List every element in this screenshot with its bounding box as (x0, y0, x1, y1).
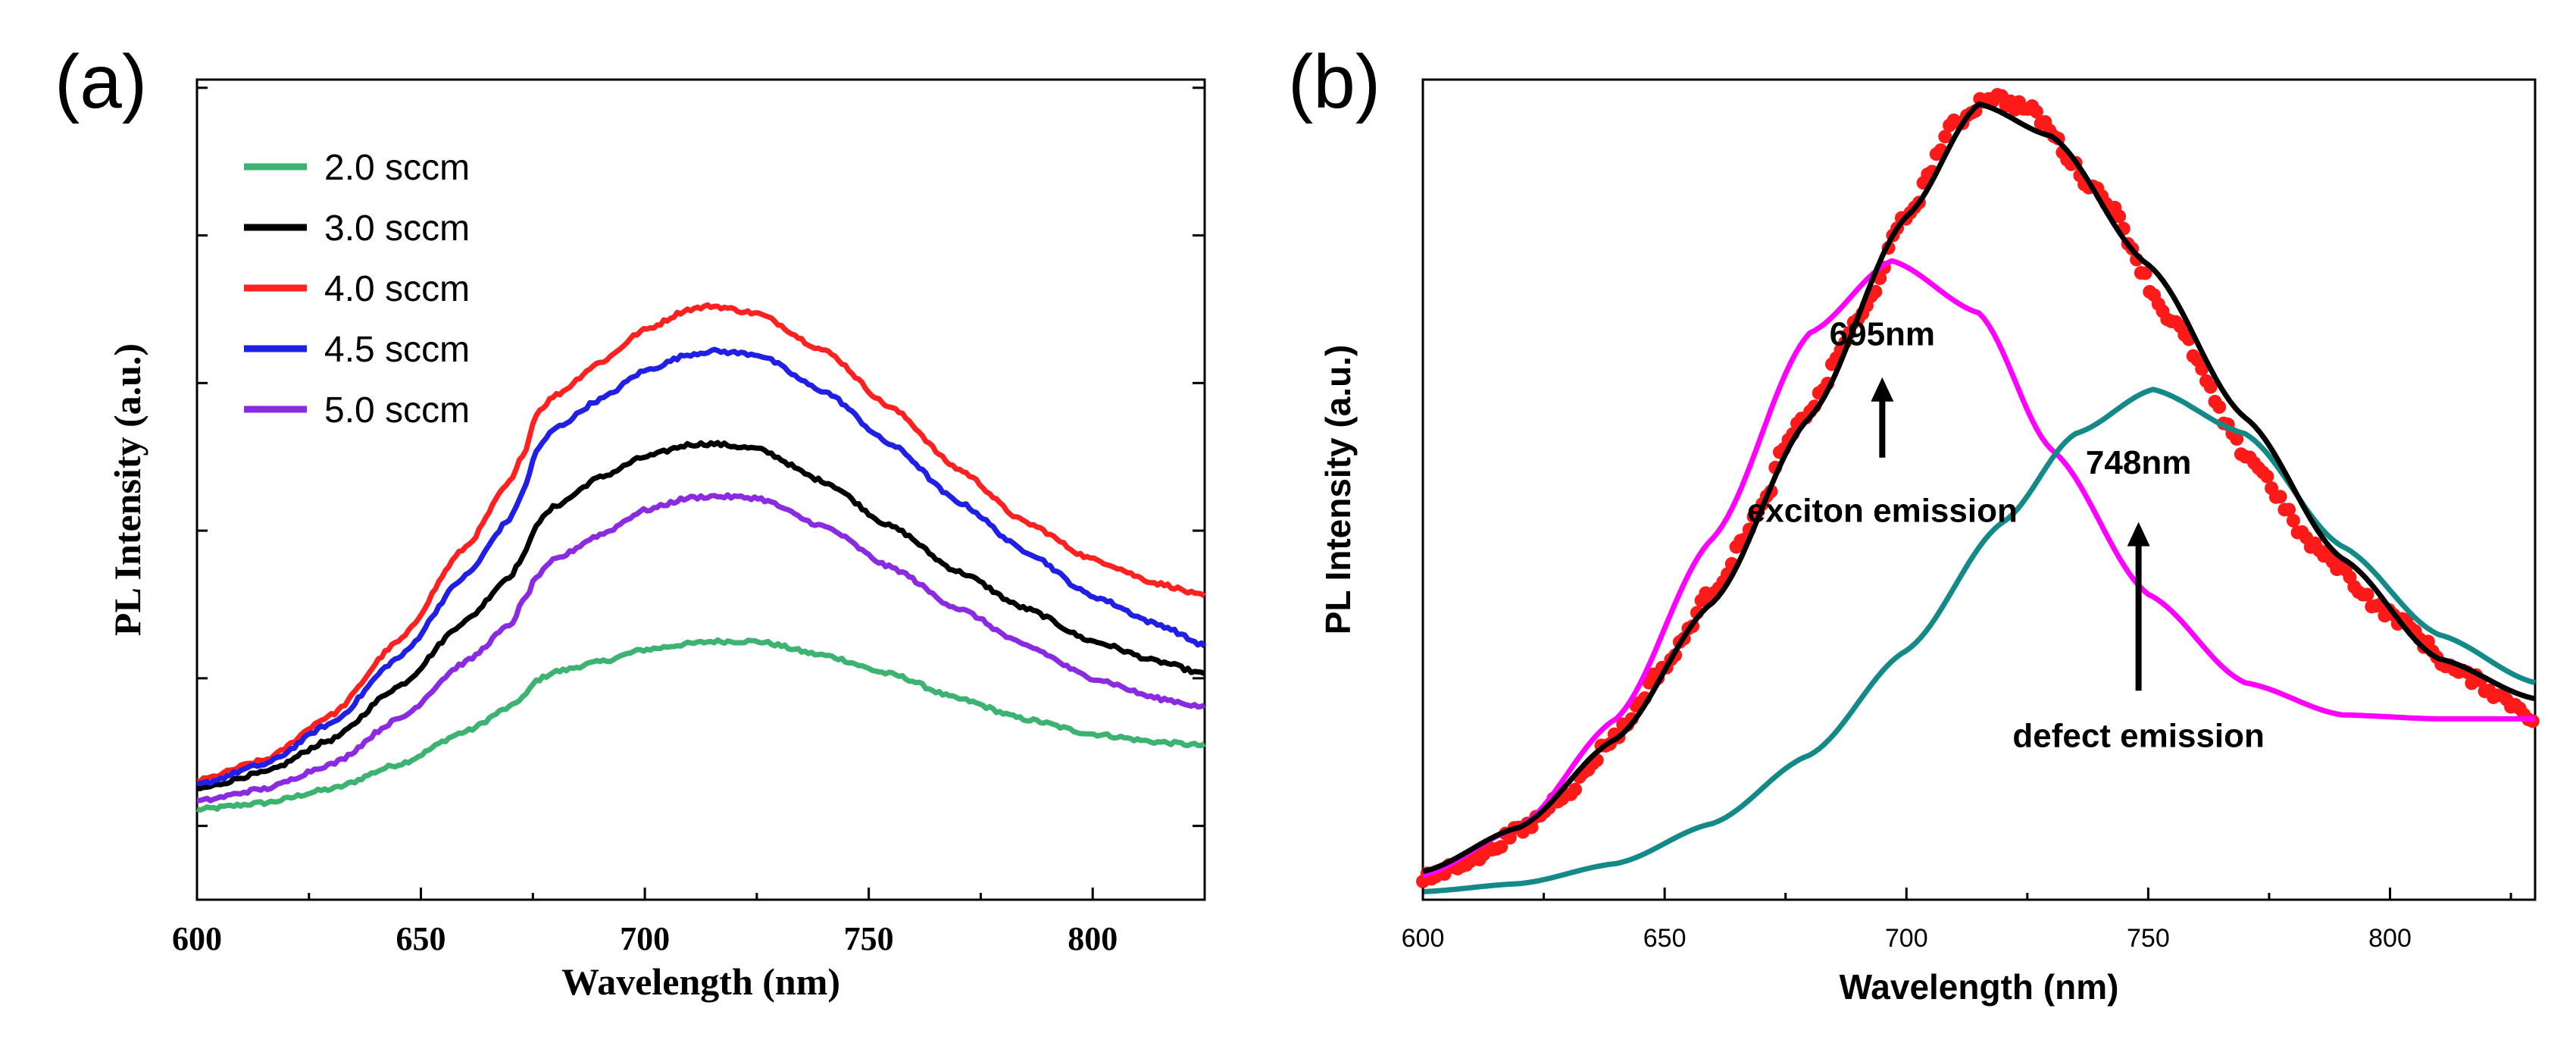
x-tick-label: 700 (620, 920, 670, 957)
panel-b-annotations: 695nm exciton emission 748nm defect emissio… (1747, 315, 2265, 754)
panel-a-x-ticks: 600 650 700 750 800 (172, 888, 1118, 957)
panel-b-x-ticks: 600 650 700 750 800 (1402, 888, 2512, 953)
panel-a-y-ticks (197, 86, 1205, 828)
x-tick-label: 800 (2368, 924, 2412, 953)
x-tick-label: 750 (844, 920, 894, 957)
x-tick-label: 650 (396, 920, 446, 957)
series-line-exciton-emission (1422, 258, 2535, 878)
panel-a-chart: (a) 600 650 700 750 800 2.0 sccm 3.0 sccm 4.0 … (55, 39, 1207, 1003)
arrow-695nm-head (1871, 377, 1894, 402)
x-tick-label: 750 (2127, 924, 2170, 953)
legend-label-2-0-sccm: 2.0 sccm (324, 148, 470, 188)
x-tick-label: 800 (1068, 920, 1118, 957)
panel-a-legend: 2.0 sccm 3.0 sccm 4.0 sccm 4.5 sccm 5.0 sccm (244, 148, 470, 431)
x-tick-label: 600 (172, 920, 222, 957)
legend-label-4-0-sccm: 4.0 sccm (324, 269, 470, 309)
x-tick-label: 650 (1643, 924, 1687, 953)
data-point (1938, 130, 1952, 144)
x-tick-label: 600 (1402, 924, 1445, 953)
panel-b-label: (b) (1288, 39, 1380, 124)
annotation-695nm: 695nm (1830, 315, 1935, 352)
series-line-5-0-sccm (196, 492, 1206, 803)
data-point (2212, 399, 2227, 414)
data-point (2360, 587, 2374, 602)
data-point (2282, 503, 2296, 517)
data-point (1494, 840, 1508, 854)
panel-a-plot-frame (195, 78, 1206, 901)
data-point (2203, 380, 2218, 394)
panel-b-y-axis-label: PL Intensity (a.u.) (1318, 345, 1358, 635)
data-point (2138, 266, 2152, 280)
arrow-748nm-head (2127, 521, 2150, 546)
series-markers-data (1416, 88, 2540, 888)
series-line-3-0-sccm (196, 440, 1206, 791)
panel-b-chart: (b) 600 650 700 750 800 695nm exciton emissio… (1288, 39, 2540, 1007)
panel-b-x-axis-label: Wavelength (nm) (1840, 967, 2119, 1007)
panel-b-series-group (1416, 88, 2540, 894)
panel-a-x-axis-label: Wavelength (nm) (561, 960, 840, 1003)
annotation-exciton-emission: exciton emission (1747, 493, 2018, 530)
legend-label-5-0-sccm: 5.0 sccm (324, 390, 470, 431)
data-point (2286, 513, 2300, 528)
data-point (2230, 432, 2244, 446)
data-point (2260, 469, 2274, 484)
data-point (1868, 284, 1883, 299)
panel-b-plot-frame (1421, 78, 2537, 901)
panel-a-y-axis-label: PL Intensity (a.u.) (106, 343, 148, 636)
x-tick-label: 700 (1885, 924, 1928, 953)
data-point (2273, 490, 2287, 504)
data-point (2112, 209, 2127, 224)
annotation-748nm: 748nm (2086, 444, 2191, 481)
panel-a-series-group (195, 302, 1207, 813)
series-line-2-0-sccm (195, 637, 1206, 813)
data-point (2195, 362, 2209, 376)
legend-label-3-0-sccm: 3.0 sccm (324, 208, 470, 249)
series-line-4-5-sccm (196, 346, 1207, 787)
data-point (1568, 782, 1583, 797)
series-line-defect-emission (1422, 387, 2536, 894)
series-line-4-0-sccm (196, 302, 1206, 784)
data-point (2030, 105, 2043, 119)
panel-a-label: (a) (55, 39, 147, 124)
annotation-defect-emission: defect emission (2012, 718, 2265, 755)
series-line-fit (1422, 101, 2536, 875)
legend-label-4-5-sccm: 4.5 sccm (324, 330, 470, 370)
